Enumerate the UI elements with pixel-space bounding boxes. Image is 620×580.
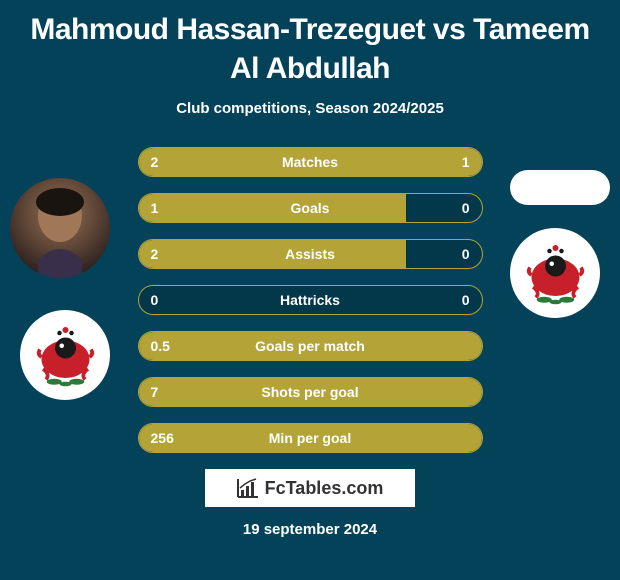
stat-row: 0.5 Goals per match xyxy=(138,331,483,361)
player-right-avatar xyxy=(510,170,610,205)
stat-label: Goals per match xyxy=(139,338,482,354)
footer-date: 19 september 2024 xyxy=(0,521,620,538)
stat-row: 2 Assists 0 xyxy=(138,239,483,269)
stat-value-right: 0 xyxy=(462,246,470,262)
stat-label: Min per goal xyxy=(139,430,482,446)
page-title: Mahmoud Hassan-Trezeguet vs Tameem Al Ab… xyxy=(0,0,620,88)
stat-value-right: 0 xyxy=(462,292,470,308)
subtitle: Club competitions, Season 2024/2025 xyxy=(0,100,620,117)
player-left-avatar xyxy=(10,178,110,278)
stat-row: 7 Shots per goal xyxy=(138,377,483,407)
stat-label: Assists xyxy=(139,246,482,262)
stat-value-right: 1 xyxy=(462,154,470,170)
stat-value-right: 0 xyxy=(462,200,470,216)
chart-icon xyxy=(237,478,259,498)
stat-row: 0 Hattricks 0 xyxy=(138,285,483,315)
footer-brand-logo: FcTables.com xyxy=(205,469,415,507)
stats-container: 2 Matches 1 1 Goals 0 2 Assists 0 0 Hatt… xyxy=(138,147,483,453)
stat-row: 256 Min per goal xyxy=(138,423,483,453)
club-right-logo xyxy=(510,228,600,318)
stat-label: Matches xyxy=(139,154,482,170)
stat-label: Shots per goal xyxy=(139,384,482,400)
stat-label: Hattricks xyxy=(139,292,482,308)
stat-row: 1 Goals 0 xyxy=(138,193,483,223)
stat-row: 2 Matches 1 xyxy=(138,147,483,177)
stat-label: Goals xyxy=(139,200,482,216)
footer-brand-text: FcTables.com xyxy=(265,478,384,499)
club-left-logo xyxy=(20,310,110,400)
